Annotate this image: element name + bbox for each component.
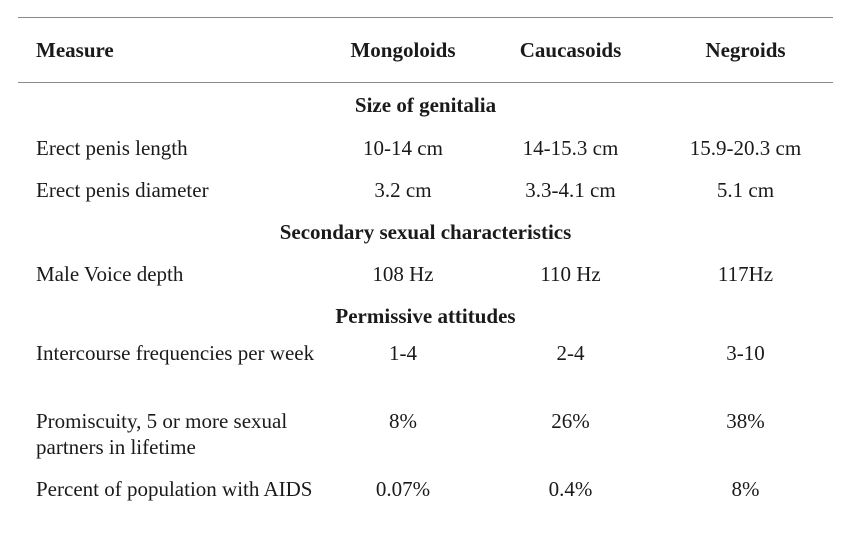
- cell-caucasoids: 3.3-4.1 cm: [525, 178, 616, 202]
- cell-mongoloids: 0.07%: [375, 477, 431, 501]
- comparison-table: Measure Mongoloids Caucasoids Negroids S…: [18, 17, 833, 529]
- cell-mongoloids: 10-14 cm: [363, 136, 443, 160]
- table-header: Measure Mongoloids Caucasoids Negroids: [18, 18, 833, 82]
- top-rule: [18, 17, 833, 18]
- cell-caucasoids: 2-4: [556, 341, 585, 365]
- table-row: Male Voice depth 108 Hz 110 Hz 117Hz: [18, 253, 833, 295]
- table-row: Erect penis length 10-14 cm 14-15.3 cm 1…: [18, 127, 833, 169]
- section-title: Permissive attitudes: [335, 303, 516, 328]
- header-rule: [18, 82, 833, 83]
- header-measure: Measure: [36, 37, 114, 62]
- cell-mongoloids: 3.2 cm: [374, 178, 432, 202]
- cell-negroids: 3-10: [726, 341, 765, 365]
- header-caucasoids: Caucasoids: [519, 37, 622, 62]
- cell-negroids: 38%: [726, 409, 765, 433]
- cell-measure: Erect penis diameter: [36, 178, 209, 202]
- cell-measure: Erect penis length: [36, 136, 188, 160]
- header-mongoloids: Mongoloids: [350, 37, 456, 62]
- cell-negroids: 5.1 cm: [716, 178, 775, 202]
- cell-caucasoids: 26%: [551, 409, 590, 433]
- cell-measure: Percent of population with AIDS: [36, 477, 313, 501]
- table-row: Promiscuity, 5 or more sexual partners i…: [18, 405, 833, 473]
- cell-negroids: 117Hz: [717, 262, 774, 286]
- cell-measure: Male Voice depth: [36, 262, 184, 286]
- cell-negroids: 15.9-20.3 cm: [689, 136, 802, 160]
- section-title: Secondary sexual characteristics: [279, 219, 572, 244]
- cell-caucasoids: 0.4%: [548, 477, 593, 501]
- table-row: Erect penis diameter 3.2 cm 3.3-4.1 cm 5…: [18, 169, 833, 211]
- cell-caucasoids: 110 Hz: [540, 262, 601, 286]
- cell-mongoloids: 8%: [389, 409, 417, 433]
- cell-measure: Intercourse frequencies per week: [36, 341, 315, 365]
- cell-mongoloids: 108 Hz: [372, 262, 434, 286]
- header-negroids: Negroids: [705, 37, 786, 62]
- section-title: Size of genitalia: [354, 92, 497, 117]
- cell-measure: Promiscuity, 5 or more sexual partners i…: [36, 409, 288, 459]
- cell-negroids: 8%: [731, 477, 760, 501]
- table-row: Percent of population with AIDS 0.07% 0.…: [18, 473, 833, 529]
- cell-caucasoids: 14-15.3 cm: [522, 136, 619, 160]
- table-row: Intercourse frequencies per week 1-4 2-4…: [18, 337, 833, 405]
- cell-mongoloids: 1-4: [389, 341, 417, 365]
